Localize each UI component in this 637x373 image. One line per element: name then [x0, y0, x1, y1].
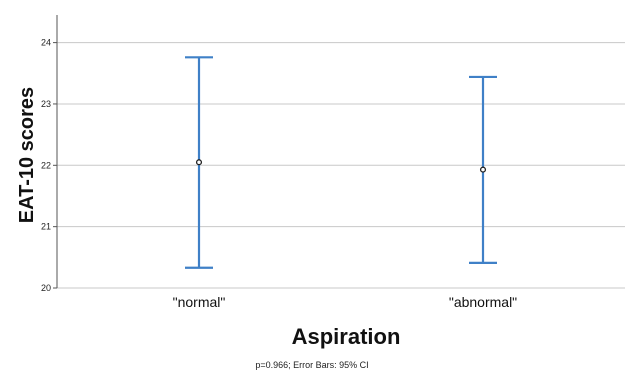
x-category-label: "abnormal": [449, 294, 517, 310]
mean-marker: [195, 159, 203, 166]
y-tick-label: 21: [41, 222, 51, 232]
gridlines: [53, 42, 625, 289]
y-tick-label: 20: [41, 283, 51, 293]
x-category-label: "normal": [173, 294, 226, 310]
error-bar-group: [185, 56, 213, 269]
mean-marker: [479, 166, 487, 173]
x-axis-title: Aspiration: [292, 324, 401, 349]
y-tick-label: 24: [41, 38, 51, 48]
y-axis-title: EAT-10 scores: [16, 87, 38, 223]
error-bars: [185, 56, 497, 269]
error-bar-group: [469, 75, 497, 264]
y-tick-label: 22: [41, 160, 51, 170]
y-tick-label: 23: [41, 99, 51, 109]
chart-footnote: p=0.966; Error Bars: 95% CI: [255, 360, 368, 370]
y-tick-labels: 20 21 22 23 24: [41, 38, 51, 293]
x-category-labels: "normal" "abnormal": [173, 294, 518, 310]
